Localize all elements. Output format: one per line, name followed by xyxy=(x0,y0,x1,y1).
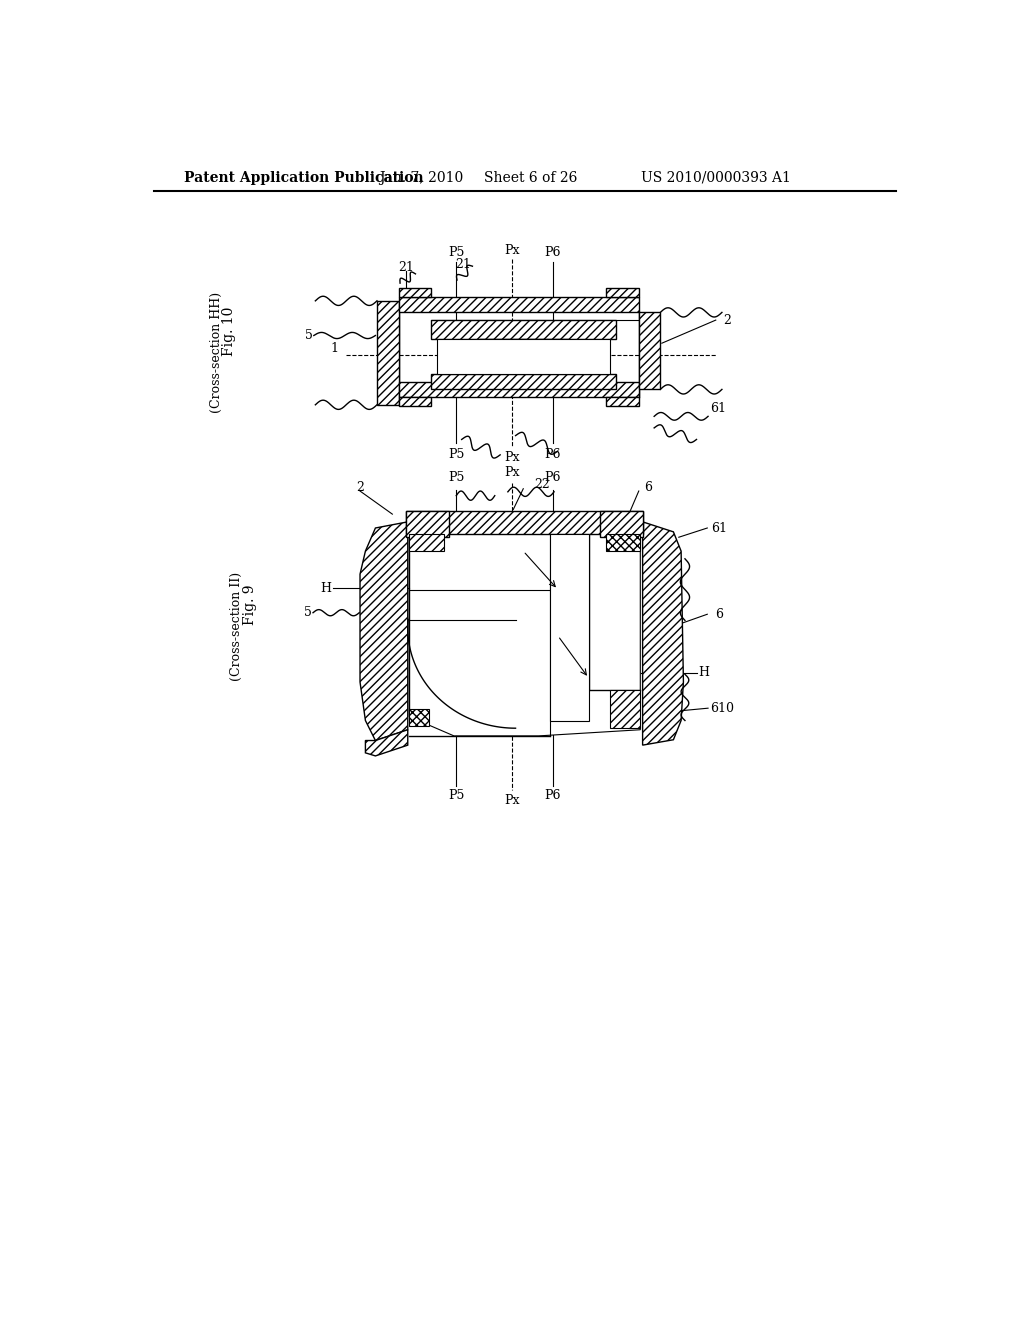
Text: H: H xyxy=(319,582,331,594)
Text: 61: 61 xyxy=(710,403,726,416)
Bar xyxy=(609,689,640,729)
Text: 6: 6 xyxy=(715,607,723,620)
Bar xyxy=(606,535,640,552)
Polygon shape xyxy=(643,521,683,744)
Bar xyxy=(398,297,639,313)
Text: 1: 1 xyxy=(331,342,339,355)
Bar xyxy=(639,313,660,389)
Text: P6: P6 xyxy=(545,449,561,462)
Text: 21: 21 xyxy=(398,261,414,275)
Text: 5: 5 xyxy=(305,329,313,342)
Bar xyxy=(431,374,615,389)
Text: 21: 21 xyxy=(456,259,471,271)
Bar xyxy=(606,288,639,297)
Text: P6: P6 xyxy=(545,246,561,259)
Text: Sheet 6 of 26: Sheet 6 of 26 xyxy=(484,170,578,185)
Text: 5: 5 xyxy=(304,606,311,619)
Bar xyxy=(398,397,431,407)
Text: P6: P6 xyxy=(545,471,561,484)
Bar xyxy=(398,381,639,397)
Text: P5: P5 xyxy=(449,789,465,803)
Text: Px: Px xyxy=(505,243,520,256)
Text: Px: Px xyxy=(505,466,520,479)
Bar xyxy=(606,397,639,407)
Text: (Cross-section II): (Cross-section II) xyxy=(230,572,244,681)
Text: Patent Application Publication: Patent Application Publication xyxy=(184,170,424,185)
Text: Px: Px xyxy=(505,795,520,807)
Text: Jan. 7, 2010: Jan. 7, 2010 xyxy=(380,170,464,185)
Text: (Cross-section HH): (Cross-section HH) xyxy=(210,292,223,413)
Text: P6: P6 xyxy=(545,789,561,803)
Text: P5: P5 xyxy=(449,449,465,462)
Text: H: H xyxy=(698,667,710,680)
Text: 2: 2 xyxy=(723,314,731,326)
Polygon shape xyxy=(410,535,640,737)
Text: 2: 2 xyxy=(356,480,364,494)
Bar xyxy=(437,339,609,374)
Bar xyxy=(431,321,615,339)
Text: 61: 61 xyxy=(711,521,727,535)
Text: P5: P5 xyxy=(449,471,465,484)
Bar xyxy=(377,301,398,405)
Text: 22: 22 xyxy=(535,478,550,491)
Text: P5: P5 xyxy=(449,246,465,259)
Bar xyxy=(407,511,449,537)
Text: Fig. 10: Fig. 10 xyxy=(222,308,237,356)
Text: US 2010/0000393 A1: US 2010/0000393 A1 xyxy=(641,170,791,185)
Bar xyxy=(410,709,429,726)
Polygon shape xyxy=(366,730,408,756)
Bar xyxy=(600,511,643,537)
Text: Px: Px xyxy=(505,450,520,463)
Bar xyxy=(478,339,568,374)
Text: 6: 6 xyxy=(644,480,652,494)
Polygon shape xyxy=(360,521,408,741)
Bar xyxy=(410,535,444,552)
Bar xyxy=(398,288,431,297)
Bar xyxy=(550,535,589,721)
Text: Fig. 9: Fig. 9 xyxy=(243,585,257,626)
Bar xyxy=(407,511,643,535)
Text: 610: 610 xyxy=(710,702,734,714)
